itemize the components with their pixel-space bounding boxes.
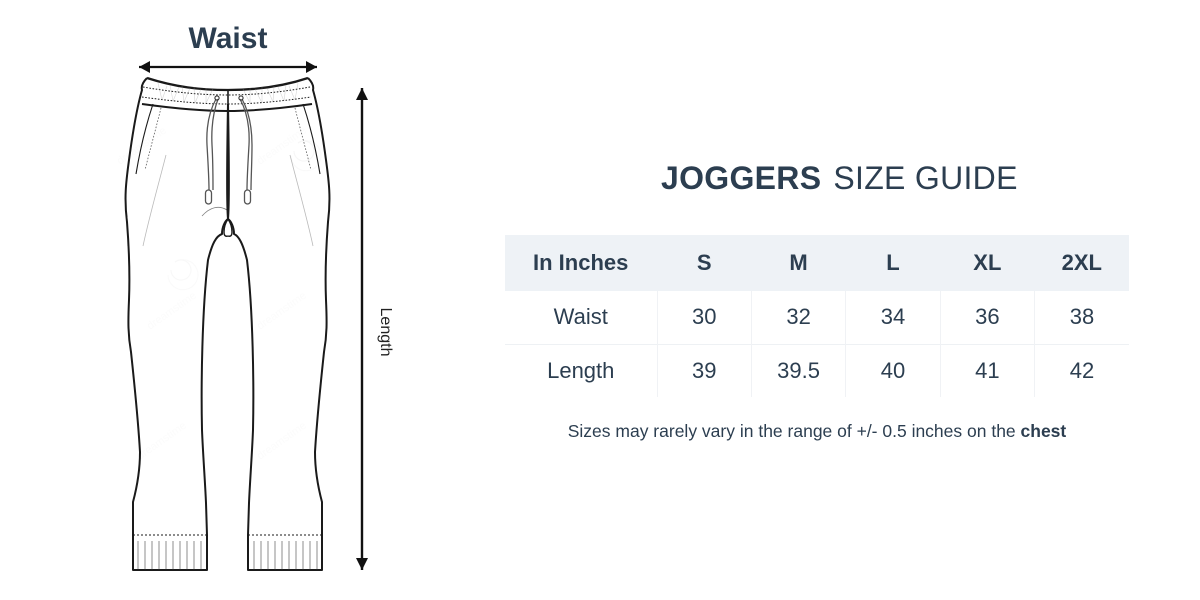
svg-text:dreamstime: dreamstime xyxy=(145,290,199,333)
svg-text:Waist: Waist xyxy=(189,22,268,55)
svg-text:dreamstime: dreamstime xyxy=(135,420,189,463)
svg-text:dreamstime: dreamstime xyxy=(255,420,309,463)
svg-text:Length: Length xyxy=(377,308,394,357)
svg-text:dreamstime: dreamstime xyxy=(255,290,309,333)
